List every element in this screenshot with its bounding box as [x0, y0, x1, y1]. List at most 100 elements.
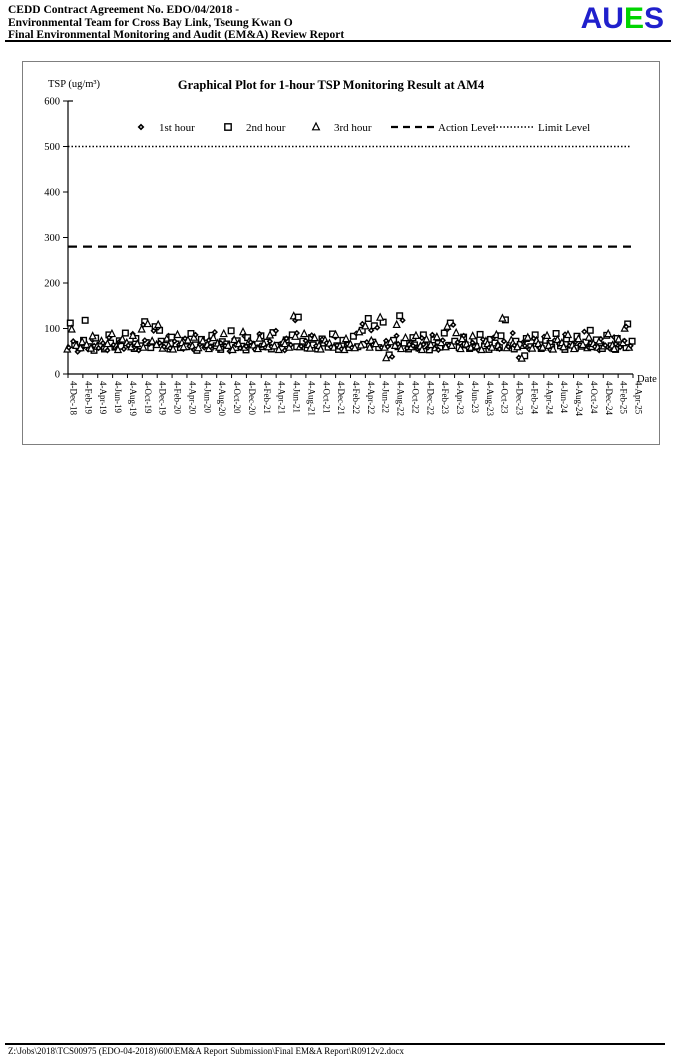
- triangle-marker: [417, 344, 427, 354]
- diamond-marker-core: [471, 341, 474, 344]
- diamond-marker-core: [589, 342, 592, 344]
- triangle-marker: [310, 332, 319, 342]
- diamond-marker-core: [173, 340, 176, 343]
- diamond-marker-core: [239, 347, 242, 349]
- diamond-marker-core: [275, 329, 277, 332]
- diamond-marker-core: [207, 339, 210, 342]
- y-tick-label: 600: [44, 97, 60, 108]
- diamond-marker-core: [370, 329, 373, 332]
- diamond-marker-core: [625, 325, 628, 328]
- triangle-marker: [137, 324, 146, 333]
- x-ticks: 4-Dec-18 4-Feb-19 4-Apr-19 4-Jun-19 4-Aug-19…: [67, 374, 644, 416]
- x-tick-label: 4-Jun-24: [559, 381, 569, 413]
- triangle-marker: [86, 343, 96, 352]
- x-tick-label: 4-Jun-22: [381, 381, 391, 413]
- triangle-marker: [361, 321, 370, 330]
- y-ticks: 0 100 200 300 400 500 600: [44, 97, 68, 381]
- diamond-marker-core: [619, 346, 622, 349]
- x-tick-label: 4-Aug-22: [396, 381, 406, 416]
- diamond-marker-core: [498, 348, 501, 350]
- triangle-marker: [513, 342, 522, 351]
- diamond-marker-core: [213, 331, 216, 334]
- legend-label-3rd-hour: 3rd hour: [334, 122, 372, 134]
- square-marker: [224, 123, 232, 131]
- diamond-marker-core: [456, 341, 459, 344]
- diamond-marker-core: [340, 348, 343, 350]
- diamond-marker-core: [127, 344, 130, 347]
- triangle-marker: [299, 328, 309, 338]
- diamond-marker-core: [102, 342, 104, 344]
- diamond-marker-core: [268, 340, 271, 343]
- logo-letter: A: [580, 2, 603, 35]
- triangle-marker: [542, 330, 552, 339]
- triangle-marker: [198, 336, 207, 345]
- triangle-marker: [265, 330, 275, 339]
- diamond-marker-core: [462, 334, 465, 337]
- triangle-marker: [578, 339, 588, 349]
- diamond-marker-core: [304, 339, 307, 342]
- triangle-marker: [183, 335, 193, 344]
- triangle-marker: [128, 330, 138, 339]
- triangle-marker: [548, 344, 558, 353]
- triangle-marker: [614, 334, 623, 343]
- header-divider: [5, 40, 671, 42]
- x-tick-label: 4-Oct-20: [232, 381, 242, 414]
- header-line-3: Final Environmental Monitoring and Audit…: [8, 29, 345, 41]
- diamond-marker-core: [365, 341, 368, 344]
- diamond-marker-core: [401, 319, 404, 322]
- diamond-marker-core: [412, 344, 414, 347]
- triangle-marker: [468, 331, 477, 340]
- x-tick-label: 4-Dec-18: [69, 381, 79, 415]
- diamond-marker-core: [184, 337, 186, 340]
- triangle-marker: [270, 341, 279, 350]
- triangle-marker: [118, 334, 127, 343]
- triangle-marker: [228, 344, 237, 354]
- x-tick-label: 4-Oct-22: [410, 381, 420, 414]
- triangle-marker: [528, 343, 537, 352]
- square-marker: [294, 313, 302, 321]
- triangle-marker: [316, 344, 325, 353]
- triangle-marker: [392, 319, 401, 329]
- x-tick-label: 4-Dec-24: [604, 381, 614, 415]
- triangle-marker: [311, 121, 321, 131]
- triangle-marker: [382, 352, 391, 362]
- x-tick-label: 4-Apr-21: [277, 381, 287, 414]
- diamond-marker-core: [517, 356, 520, 359]
- x-tick-label: 4-Aug-19: [128, 381, 138, 416]
- diamond-marker-core: [406, 347, 408, 349]
- triangle-marker: [371, 338, 380, 348]
- triangle-marker: [487, 342, 497, 351]
- diamond-marker-core: [336, 344, 338, 347]
- triangle-marker: [173, 329, 182, 339]
- triangle-marker: [559, 342, 568, 351]
- diamond-marker-core: [604, 344, 607, 347]
- triangle-marker: [574, 333, 583, 343]
- diamond-marker-core: [482, 338, 484, 341]
- triangle-marker: [223, 340, 233, 349]
- diamond-marker-core: [245, 345, 248, 348]
- diamond-marker-core: [321, 338, 324, 341]
- diamond-marker-core: [420, 337, 423, 339]
- triangle-marker: [365, 342, 374, 351]
- triangle-marker: [447, 340, 456, 349]
- chart-frame: Graphical Plot for 1-hour TSP Monitoring…: [22, 61, 660, 445]
- legend-label-1st-hour: 1st hour: [159, 122, 195, 134]
- diamond-marker-core: [219, 342, 222, 344]
- triangle-marker: [168, 344, 178, 353]
- x-tick-label: 4-Jun-20: [202, 381, 212, 413]
- triangle-marker: [498, 313, 507, 322]
- y-tick-label: 300: [44, 233, 60, 244]
- diamond-marker-core: [122, 348, 125, 350]
- triangle-marker: [422, 334, 431, 343]
- triangle-marker: [154, 319, 163, 329]
- triangle-marker: [375, 312, 385, 321]
- diamond-marker-core: [289, 343, 292, 346]
- triangle-marker: [219, 328, 228, 338]
- x-tick-label: 4-Apr-24: [544, 381, 554, 415]
- triangle-marker: [113, 344, 123, 354]
- triangle-marker: [356, 340, 366, 349]
- scatter-points: [63, 311, 636, 362]
- diamond-marker-core: [397, 343, 400, 345]
- diamond-marker-core: [72, 340, 75, 343]
- x-tick-label: 4-Dec-22: [425, 381, 435, 415]
